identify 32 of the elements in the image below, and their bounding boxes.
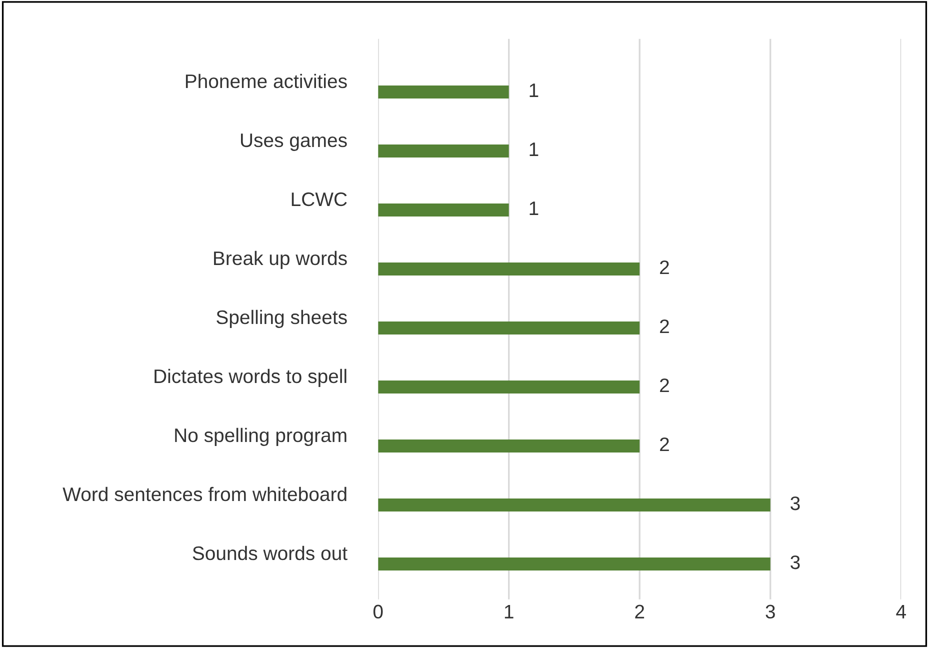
bar bbox=[378, 144, 509, 158]
bar bbox=[378, 203, 509, 216]
y-tick-label: LCWC bbox=[292, 192, 347, 206]
bar bbox=[378, 440, 640, 452]
data-label: 3 bbox=[790, 496, 800, 510]
y-tick-label: Spelling sheets bbox=[216, 310, 347, 328]
y-tick-label: No spelling program bbox=[175, 428, 346, 446]
data-label: 1 bbox=[530, 142, 538, 156]
data-label: 1 bbox=[530, 84, 538, 98]
x-tick-label: 0 bbox=[373, 604, 383, 619]
x-tick-label: 4 bbox=[896, 604, 906, 618]
bar bbox=[378, 498, 770, 512]
data-label: 3 bbox=[790, 555, 800, 570]
y-tick-label: Dictates words to spell bbox=[154, 368, 346, 387]
data-label: 2 bbox=[660, 319, 669, 334]
y-tick-label: Uses games bbox=[240, 134, 347, 151]
x-tick-label: 2 bbox=[635, 604, 644, 618]
x-tick-label: 3 bbox=[766, 604, 775, 619]
data-label: 2 bbox=[660, 260, 669, 274]
data-label: 1 bbox=[530, 202, 538, 216]
bar bbox=[378, 85, 509, 98]
y-tick-label: Break up words bbox=[214, 250, 347, 269]
bar bbox=[378, 322, 640, 334]
data-label: 2 bbox=[660, 437, 669, 452]
bar bbox=[378, 558, 770, 570]
y-tick-label: Word sentences from whiteboard bbox=[62, 486, 346, 502]
data-label: 2 bbox=[660, 378, 669, 392]
bar bbox=[378, 380, 640, 394]
x-tick-label: 1 bbox=[504, 604, 514, 618]
y-tick-label: Phoneme activities bbox=[186, 74, 347, 88]
y-tick-label: Sounds words out bbox=[192, 546, 348, 560]
bar bbox=[378, 262, 640, 276]
